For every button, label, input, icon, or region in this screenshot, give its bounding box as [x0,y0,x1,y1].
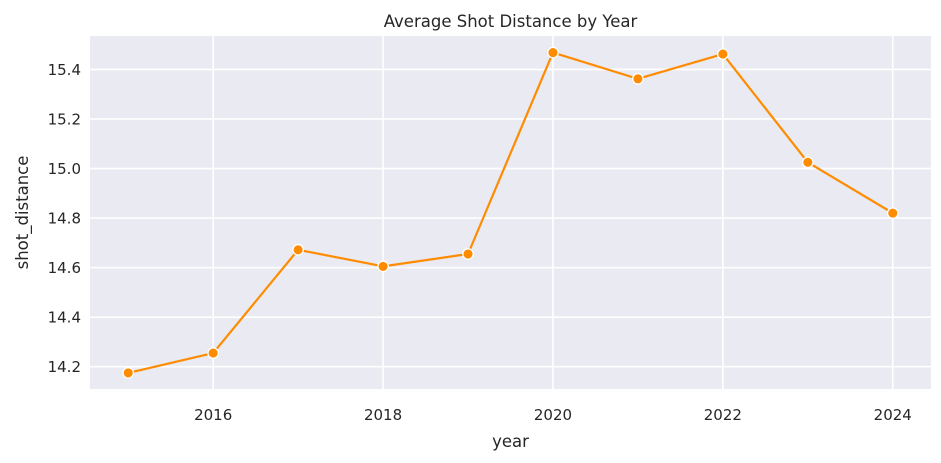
y-tick-label: 15.0 [48,160,81,178]
x-tick-label: 2024 [874,406,912,424]
x-tick-labels: 2016 2018 2020 2022 2024 [194,406,912,424]
y-tick-label: 15.2 [48,110,81,128]
y-tick-label: 14.4 [48,309,81,327]
y-tick-label: 14.2 [48,358,81,376]
y-tick-label: 14.6 [48,259,81,277]
x-axis-label: year [492,432,529,451]
data-point [547,46,559,59]
data-point [462,248,474,260]
y-tick-label: 15.4 [48,61,81,79]
x-tick-label: 2022 [704,406,742,424]
data-point [886,207,899,219]
data-point [122,367,135,379]
plot-background [90,36,931,389]
x-tick-label: 2018 [364,406,402,424]
x-tick-label: 2016 [194,406,232,424]
data-point [717,48,729,60]
series-line [127,51,894,374]
y-axis-label: shot_distance [13,156,33,270]
data-point [207,347,220,359]
data-point [632,73,644,85]
data-point [801,156,814,169]
x-tick-label: 2020 [534,406,572,424]
series-layer [122,46,899,379]
chart-title: Average Shot Distance by Year [384,12,638,31]
y-tick-label: 14.8 [48,210,81,228]
data-point [292,243,304,256]
y-tick-labels: 14.2 14.4 14.6 14.8 15.0 15.2 15.4 [48,61,81,376]
data-point [377,260,389,273]
